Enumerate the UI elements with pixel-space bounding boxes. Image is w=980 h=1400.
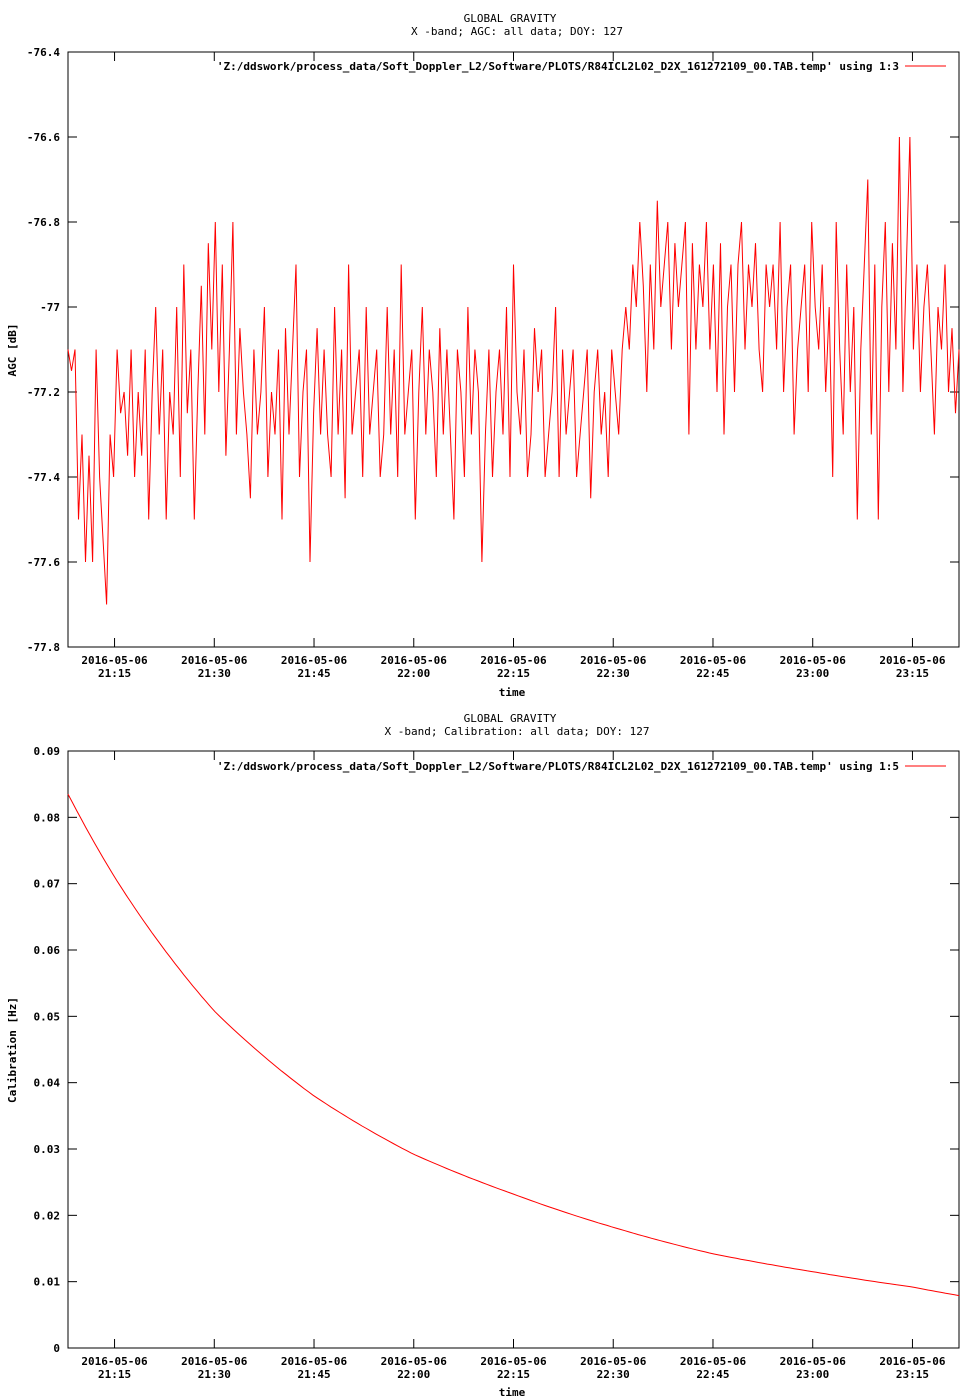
x-tick-time: 22:30 <box>597 1368 630 1381</box>
y-tick-label: -77.4 <box>27 471 60 484</box>
calibration-series-line <box>67 793 960 1297</box>
x-tick-time: 21:45 <box>297 1368 330 1381</box>
x-tick-time: 21:30 <box>198 1368 231 1381</box>
x-tick-date: 2016-05-06 <box>181 654 248 667</box>
x-tick-time: 22:15 <box>497 667 530 680</box>
x-tick-date: 2016-05-06 <box>780 1355 847 1368</box>
x-tick-time: 22:15 <box>497 1368 530 1381</box>
y-tick-label: 0.09 <box>34 745 61 758</box>
y-tick-label: -76.4 <box>27 46 60 59</box>
chart-title: GLOBAL GRAVITY <box>464 12 557 25</box>
y-tick-label: 0.03 <box>34 1143 61 1156</box>
y-tick-label: 0 <box>53 1342 60 1355</box>
legend-label: 'Z:/ddswork/process_data/Soft_Doppler_L2… <box>217 760 899 773</box>
x-tick-time: 23:15 <box>896 667 929 680</box>
y-tick-label: -76.8 <box>27 216 60 229</box>
x-tick-time: 22:00 <box>397 667 430 680</box>
x-tick-date: 2016-05-06 <box>81 1355 148 1368</box>
y-tick-label: -77 <box>40 301 60 314</box>
y-tick-label: -76.6 <box>27 131 60 144</box>
x-tick-date: 2016-05-06 <box>780 654 847 667</box>
x-tick-date: 2016-05-06 <box>580 1355 647 1368</box>
y-tick-label: 0.04 <box>34 1077 61 1090</box>
x-tick-date: 2016-05-06 <box>81 654 148 667</box>
x-tick-time: 23:00 <box>796 1368 829 1381</box>
y-ticks: 0.09 0.08 0.07 0.06 0.05 0.04 0.03 0.02 0.01 0 <box>34 745 959 1355</box>
y-tick-label: -77.8 <box>27 641 60 654</box>
x-tick-date: 2016-05-06 <box>181 1355 248 1368</box>
x-axis-label: time <box>499 686 526 699</box>
y-tick-label: 0.02 <box>34 1209 61 1222</box>
x-tick-time: 21:15 <box>98 1368 131 1381</box>
chart-title: GLOBAL GRAVITY <box>464 712 557 725</box>
x-tick-date: 2016-05-06 <box>381 1355 448 1368</box>
x-axis-label: time <box>499 1386 526 1399</box>
x-tick-time: 23:15 <box>896 1368 929 1381</box>
x-ticks: 2016-05-0621:152016-05-0621:302016-05-06… <box>81 751 946 1381</box>
x-tick-time: 22:45 <box>696 667 729 680</box>
y-tick-label: 0.08 <box>34 811 61 824</box>
y-tick-label: -77.6 <box>27 556 60 569</box>
chart-subtitle: X -band; Calibration: all data; DOY: 127 <box>385 725 650 738</box>
y-tick-label: 0.07 <box>34 878 61 891</box>
x-tick-date: 2016-05-06 <box>580 654 647 667</box>
x-tick-time: 22:00 <box>397 1368 430 1381</box>
x-tick-time: 22:30 <box>597 667 630 680</box>
x-tick-date: 2016-05-06 <box>281 1355 348 1368</box>
x-tick-date: 2016-05-06 <box>879 1355 946 1368</box>
x-tick-time: 22:45 <box>696 1368 729 1381</box>
x-tick-date: 2016-05-06 <box>480 1355 547 1368</box>
x-tick-time: 23:00 <box>796 667 829 680</box>
y-tick-label: 0.01 <box>34 1276 61 1289</box>
x-tick-date: 2016-05-06 <box>281 654 348 667</box>
x-tick-time: 21:30 <box>198 667 231 680</box>
x-tick-date: 2016-05-06 <box>381 654 448 667</box>
plot-frame <box>67 51 960 648</box>
y-tick-label: -77.2 <box>27 386 60 399</box>
agc-series-line <box>67 136 960 605</box>
y-tick-label: 0.05 <box>34 1010 61 1023</box>
x-tick-time: 21:45 <box>297 667 330 680</box>
agc-chart: GLOBAL GRAVITY X -band; AGC: all data; D… <box>6 12 960 699</box>
y-tick-label: 0.06 <box>34 944 61 957</box>
y-ticks: -76.4 -76.6 -76.8 -77 -77.2 -77.4 -77.6 -77.8 <box>27 46 959 654</box>
x-tick-date: 2016-05-06 <box>480 654 547 667</box>
y-axis-label: AGC [dB] <box>6 324 19 377</box>
x-tick-time: 21:15 <box>98 667 131 680</box>
calibration-chart: GLOBAL GRAVITY X -band; Calibration: all… <box>6 712 960 1399</box>
chart-subtitle: X -band; AGC: all data; DOY: 127 <box>411 25 623 38</box>
x-tick-date: 2016-05-06 <box>680 654 747 667</box>
x-tick-date: 2016-05-06 <box>879 654 946 667</box>
legend-label: 'Z:/ddswork/process_data/Soft_Doppler_L2… <box>217 60 899 73</box>
y-axis-label: Calibration [Hz] <box>6 997 19 1103</box>
plot-frame <box>67 750 960 1349</box>
x-tick-date: 2016-05-06 <box>680 1355 747 1368</box>
x-ticks: 2016-05-0621:152016-05-0621:302016-05-06… <box>81 52 946 680</box>
